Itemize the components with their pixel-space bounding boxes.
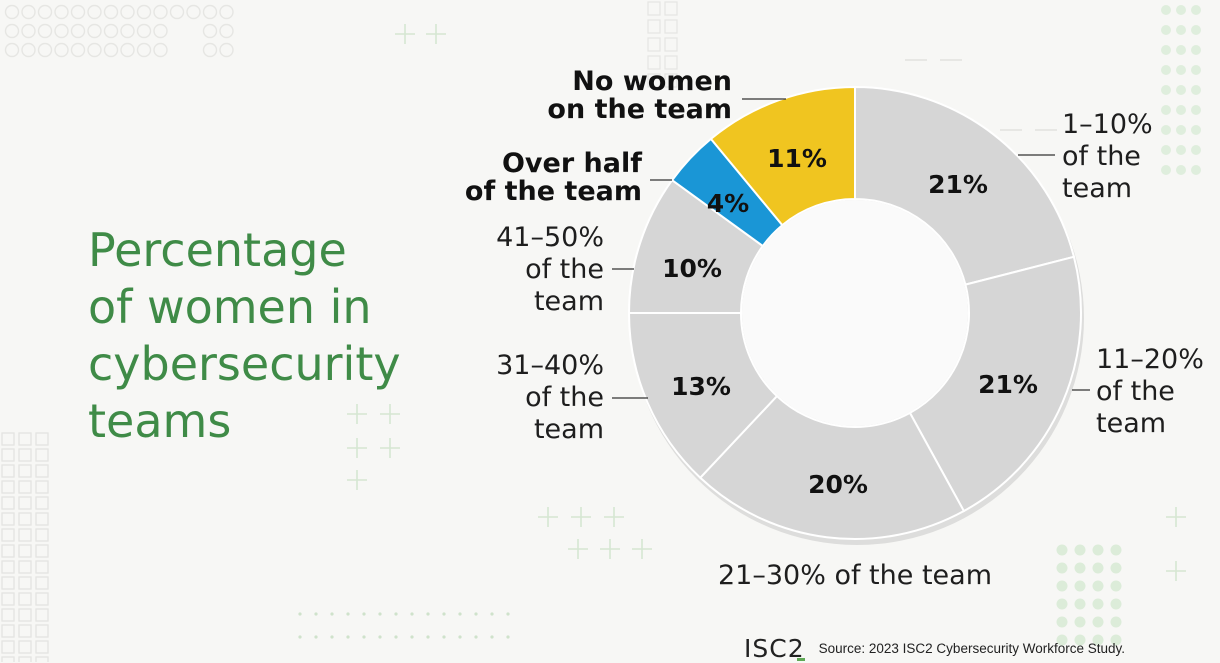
- slice-category-label: team: [534, 286, 604, 317]
- slice-value-label: 13%: [671, 372, 731, 401]
- page-title: Percentage of women in cybersecurity tea…: [88, 222, 468, 450]
- donut-slice: [854, 85, 1076, 286]
- slice-value-label: 10%: [662, 254, 722, 283]
- slice-category-label: Over half: [502, 148, 642, 179]
- slice-category-label: team: [534, 414, 604, 445]
- slice-category-label: 1–10%: [1062, 109, 1153, 140]
- donut-slice: [709, 85, 856, 227]
- slice-category-label: team: [1062, 173, 1132, 204]
- title-line: of women in: [88, 280, 372, 334]
- slice-category-label: 41–50%: [496, 222, 604, 253]
- donut-hole: [742, 200, 968, 426]
- title-line: cybersecurity: [88, 337, 401, 391]
- slice-value-label: 21%: [978, 370, 1038, 399]
- slice-category-label: of the: [525, 254, 604, 285]
- slice-category-label: No women: [572, 66, 732, 97]
- slice-value-label: 20%: [808, 470, 868, 499]
- isc2-logo: ISC2: [744, 633, 805, 663]
- donut-slice: [698, 394, 966, 540]
- slice-category-label: 21–30% of the team: [718, 560, 992, 591]
- slice-category-label: of the: [1062, 141, 1141, 172]
- slice-category-label: team: [1096, 408, 1166, 439]
- title-line: teams: [88, 394, 232, 448]
- title-line: Percentage: [88, 223, 347, 277]
- slice-value-label: 21%: [928, 170, 988, 199]
- donut-slice: [908, 255, 1082, 513]
- source-note: Source: 2023 ISC2 Cybersecurity Workforc…: [818, 640, 1125, 656]
- slice-category-label: of the: [525, 382, 604, 413]
- slice-category-label: 11–20%: [1096, 344, 1204, 375]
- slice-category-label: on the team: [547, 94, 732, 125]
- slice-category-label: of the team: [465, 176, 642, 207]
- slice-value-label: 4%: [707, 189, 749, 218]
- footer: ISC2 Source: 2023 ISC2 Cybersecurity Wor…: [744, 633, 1125, 663]
- slice-category-label: 31–40%: [496, 350, 604, 381]
- slice-category-label: of the: [1096, 376, 1175, 407]
- slice-value-label: 11%: [767, 144, 827, 173]
